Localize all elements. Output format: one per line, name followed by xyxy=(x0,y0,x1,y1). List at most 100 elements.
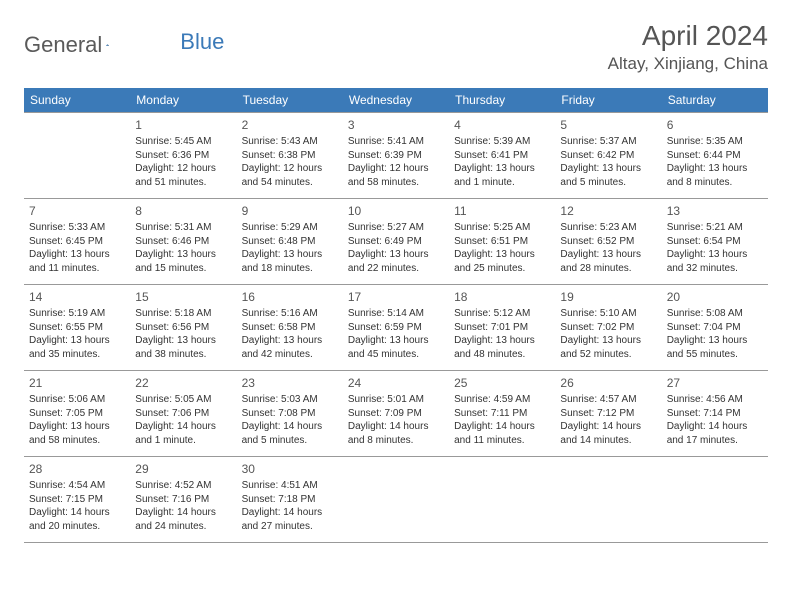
day-number: 30 xyxy=(242,461,338,477)
day-number: 10 xyxy=(348,203,444,219)
sunrise-text: Sunrise: 5:35 AM xyxy=(667,135,763,149)
calendar-day-cell: 6Sunrise: 5:35 AMSunset: 6:44 PMDaylight… xyxy=(662,113,768,199)
logo-text-blue: Blue xyxy=(180,29,224,55)
daylight-text: Daylight: 14 hours and 20 minutes. xyxy=(29,506,125,533)
daylight-text: Daylight: 14 hours and 11 minutes. xyxy=(454,420,550,447)
sunrise-text: Sunrise: 5:33 AM xyxy=(29,221,125,235)
calendar-day-cell: 29Sunrise: 4:52 AMSunset: 7:16 PMDayligh… xyxy=(130,457,236,543)
sunrise-text: Sunrise: 5:43 AM xyxy=(242,135,338,149)
sunset-text: Sunset: 6:56 PM xyxy=(135,321,231,335)
sunset-text: Sunset: 6:42 PM xyxy=(560,149,656,163)
day-number: 2 xyxy=(242,117,338,133)
calendar-row: 1Sunrise: 5:45 AMSunset: 6:36 PMDaylight… xyxy=(24,113,768,199)
sunrise-text: Sunrise: 4:57 AM xyxy=(560,393,656,407)
daylight-text: Daylight: 14 hours and 17 minutes. xyxy=(667,420,763,447)
calendar-day-cell: 1Sunrise: 5:45 AMSunset: 6:36 PMDaylight… xyxy=(130,113,236,199)
daylight-text: Daylight: 13 hours and 35 minutes. xyxy=(29,334,125,361)
day-number: 5 xyxy=(560,117,656,133)
daylight-text: Daylight: 13 hours and 38 minutes. xyxy=(135,334,231,361)
weekday-header: Tuesday xyxy=(237,88,343,113)
header: General Blue April 2024 Altay, Xinjiang,… xyxy=(24,20,768,74)
day-number: 23 xyxy=(242,375,338,391)
sunrise-text: Sunrise: 5:23 AM xyxy=(560,221,656,235)
daylight-text: Daylight: 13 hours and 58 minutes. xyxy=(29,420,125,447)
calendar-day-cell: 8 Sunrise: 5:31 AMSunset: 6:46 PMDaylight… xyxy=(130,199,236,285)
sunset-text: Sunset: 6:38 PM xyxy=(242,149,338,163)
calendar-day-cell: 11Sunrise: 5:25 AMSunset: 6:51 PMDayligh… xyxy=(449,199,555,285)
sunset-text: Sunset: 6:45 PM xyxy=(29,235,125,249)
calendar-day-cell: 18Sunrise: 5:12 AMSunset: 7:01 PMDayligh… xyxy=(449,285,555,371)
weekday-header: Saturday xyxy=(662,88,768,113)
daylight-text: Daylight: 14 hours and 8 minutes. xyxy=(348,420,444,447)
calendar-day-cell: 20Sunrise: 5:08 AMSunset: 7:04 PMDayligh… xyxy=(662,285,768,371)
sunrise-text: Sunrise: 5:31 AM xyxy=(135,221,231,235)
calendar-empty-cell xyxy=(24,113,130,199)
daylight-text: Daylight: 13 hours and 28 minutes. xyxy=(560,248,656,275)
calendar-day-cell: 21Sunrise: 5:06 AMSunset: 7:05 PMDayligh… xyxy=(24,371,130,457)
daylight-text: Daylight: 13 hours and 25 minutes. xyxy=(454,248,550,275)
daylight-text: Daylight: 14 hours and 14 minutes. xyxy=(560,420,656,447)
daylight-text: Daylight: 13 hours and 45 minutes. xyxy=(348,334,444,361)
calendar-empty-cell xyxy=(449,457,555,543)
calendar-day-cell: 5Sunrise: 5:37 AMSunset: 6:42 PMDaylight… xyxy=(555,113,661,199)
daylight-text: Daylight: 12 hours and 51 minutes. xyxy=(135,162,231,189)
sunrise-text: Sunrise: 4:52 AM xyxy=(135,479,231,493)
sunrise-text: Sunrise: 5:27 AM xyxy=(348,221,444,235)
weekday-header-row: SundayMondayTuesdayWednesdayThursdayFrid… xyxy=(24,88,768,113)
sunrise-text: Sunrise: 5:01 AM xyxy=(348,393,444,407)
daylight-text: Daylight: 14 hours and 1 minute. xyxy=(135,420,231,447)
day-number: 13 xyxy=(667,203,763,219)
sunset-text: Sunset: 7:16 PM xyxy=(135,493,231,507)
day-number: 27 xyxy=(667,375,763,391)
day-number: 4 xyxy=(454,117,550,133)
sunset-text: Sunset: 6:55 PM xyxy=(29,321,125,335)
day-number: 20 xyxy=(667,289,763,305)
calendar-day-cell: 3Sunrise: 5:41 AMSunset: 6:39 PMDaylight… xyxy=(343,113,449,199)
daylight-text: Daylight: 13 hours and 42 minutes. xyxy=(242,334,338,361)
calendar-day-cell: 4Sunrise: 5:39 AMSunset: 6:41 PMDaylight… xyxy=(449,113,555,199)
sunset-text: Sunset: 6:48 PM xyxy=(242,235,338,249)
sunset-text: Sunset: 6:46 PM xyxy=(135,235,231,249)
sunrise-text: Sunrise: 5:03 AM xyxy=(242,393,338,407)
day-number: 16 xyxy=(242,289,338,305)
sunset-text: Sunset: 6:44 PM xyxy=(667,149,763,163)
sunrise-text: Sunrise: 5:08 AM xyxy=(667,307,763,321)
daylight-text: Daylight: 13 hours and 1 minute. xyxy=(454,162,550,189)
weekday-header: Sunday xyxy=(24,88,130,113)
sunrise-text: Sunrise: 5:18 AM xyxy=(135,307,231,321)
daylight-text: Daylight: 14 hours and 5 minutes. xyxy=(242,420,338,447)
calendar-day-cell: 26Sunrise: 4:57 AMSunset: 7:12 PMDayligh… xyxy=(555,371,661,457)
daylight-text: Daylight: 13 hours and 15 minutes. xyxy=(135,248,231,275)
day-number: 21 xyxy=(29,375,125,391)
sunset-text: Sunset: 7:05 PM xyxy=(29,407,125,421)
sunrise-text: Sunrise: 5:14 AM xyxy=(348,307,444,321)
calendar-row: 21Sunrise: 5:06 AMSunset: 7:05 PMDayligh… xyxy=(24,371,768,457)
sunset-text: Sunset: 7:01 PM xyxy=(454,321,550,335)
day-number: 7 xyxy=(29,203,125,219)
sunrise-text: Sunrise: 4:59 AM xyxy=(454,393,550,407)
calendar-empty-cell xyxy=(343,457,449,543)
title-block: April 2024 Altay, Xinjiang, China xyxy=(608,20,768,74)
calendar-row: 14Sunrise: 5:19 AMSunset: 6:55 PMDayligh… xyxy=(24,285,768,371)
calendar-day-cell: 13Sunrise: 5:21 AMSunset: 6:54 PMDayligh… xyxy=(662,199,768,285)
day-number: 8 xyxy=(135,203,231,219)
daylight-text: Daylight: 13 hours and 18 minutes. xyxy=(242,248,338,275)
sunset-text: Sunset: 7:02 PM xyxy=(560,321,656,335)
calendar-day-cell: 14Sunrise: 5:19 AMSunset: 6:55 PMDayligh… xyxy=(24,285,130,371)
daylight-text: Daylight: 12 hours and 58 minutes. xyxy=(348,162,444,189)
calendar-table: SundayMondayTuesdayWednesdayThursdayFrid… xyxy=(24,88,768,543)
day-number: 12 xyxy=(560,203,656,219)
sunrise-text: Sunrise: 5:19 AM xyxy=(29,307,125,321)
day-number: 3 xyxy=(348,117,444,133)
calendar-day-cell: 28Sunrise: 4:54 AMSunset: 7:15 PMDayligh… xyxy=(24,457,130,543)
daylight-text: Daylight: 14 hours and 24 minutes. xyxy=(135,506,231,533)
daylight-text: Daylight: 13 hours and 11 minutes. xyxy=(29,248,125,275)
sunset-text: Sunset: 7:04 PM xyxy=(667,321,763,335)
logo-sail-icon xyxy=(106,36,109,54)
calendar-day-cell: 25Sunrise: 4:59 AMSunset: 7:11 PMDayligh… xyxy=(449,371,555,457)
sunrise-text: Sunrise: 5:41 AM xyxy=(348,135,444,149)
day-number: 1 xyxy=(135,117,231,133)
logo: General Blue xyxy=(24,32,224,58)
calendar-day-cell: 12Sunrise: 5:23 AMSunset: 6:52 PMDayligh… xyxy=(555,199,661,285)
logo-text-general: General xyxy=(24,32,102,58)
